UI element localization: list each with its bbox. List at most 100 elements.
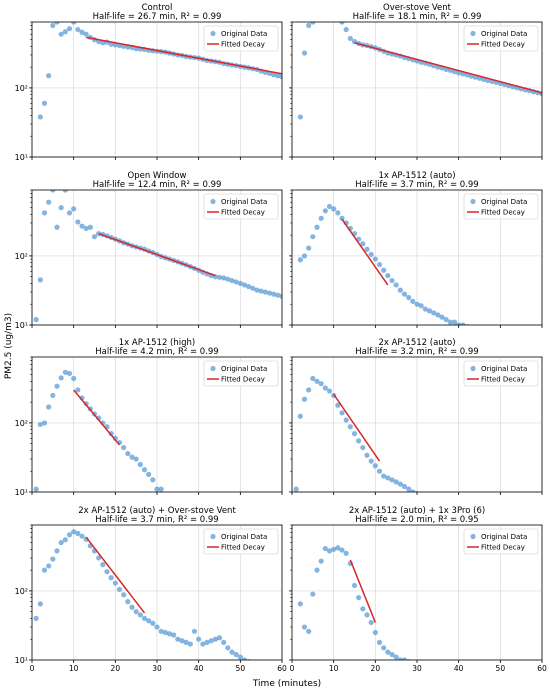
data-point (376, 261, 383, 268)
data-point (150, 620, 156, 626)
data-point (241, 657, 248, 660)
legend-data-label: Original Data (481, 365, 527, 373)
data-point (385, 272, 391, 279)
data-point (258, 288, 264, 294)
data-point (96, 555, 102, 561)
data-point (54, 548, 60, 554)
data-point (343, 26, 349, 33)
data-point (62, 190, 68, 193)
data-point (397, 287, 403, 293)
panel-subtitle: Half-life = 4.2 min, R² = 0.99 (95, 347, 218, 357)
data-point (331, 546, 337, 552)
data-point (414, 301, 420, 307)
legend: Original Data Fitted Decay (463, 528, 539, 555)
data-point (154, 486, 160, 492)
data-point (216, 274, 223, 280)
plot-area (297, 545, 411, 660)
panel-subtitle: Half-life = 26.7 min, R² = 0.99 (93, 12, 222, 22)
y-tick-label: 10² (15, 419, 28, 428)
data-point (229, 277, 235, 284)
data-point (246, 283, 252, 290)
x-tick-label: 20 (371, 664, 381, 673)
data-point (71, 22, 77, 25)
data-point (297, 114, 303, 120)
fitted-decay-line (349, 559, 377, 623)
x-tick-label: 40 (454, 664, 464, 673)
fitted-decay-line (73, 389, 121, 446)
data-point (275, 292, 281, 298)
data-point (301, 50, 308, 56)
data-point (381, 645, 387, 651)
data-point (58, 375, 64, 381)
data-point (133, 456, 139, 462)
data-point (125, 450, 131, 457)
data-point (339, 410, 345, 416)
data-point (368, 251, 374, 258)
legend-box (463, 360, 539, 387)
data-point (50, 392, 56, 399)
legend: Original Data Fitted Decay (203, 25, 279, 52)
panel-title: Control (142, 3, 173, 13)
data-point (66, 26, 73, 32)
data-point (83, 31, 89, 37)
legend-fit-label: Fitted Decay (481, 544, 525, 552)
data-point (410, 489, 416, 492)
data-point (46, 73, 52, 79)
data-point (335, 210, 341, 216)
legend-box (463, 193, 539, 220)
data-point (451, 319, 458, 325)
data-point (158, 486, 164, 492)
data-point (310, 234, 316, 240)
legend: Original Data Fitted Decay (203, 360, 279, 387)
data-point (368, 458, 374, 464)
data-point (339, 22, 345, 25)
panel-subtitle: Half-life = 3.2 min, R² = 0.99 (355, 347, 478, 357)
y-tick-label: 10² (15, 84, 28, 93)
data-point (326, 388, 333, 394)
panel-6: 2x AP-1512 (auto)Half-life = 3.2 min, R²… (289, 338, 543, 495)
data-point (406, 294, 412, 301)
data-point (41, 567, 48, 573)
data-point (275, 73, 281, 79)
y-tick-label: 10² (15, 252, 28, 261)
data-point (62, 29, 68, 35)
data-point (183, 639, 189, 645)
data-point (310, 22, 316, 25)
data-point (33, 316, 39, 323)
data-point (397, 481, 403, 487)
data-point (356, 438, 362, 444)
data-point (66, 370, 73, 377)
data-point (381, 267, 387, 273)
x-tick-label: 20 (111, 664, 121, 673)
data-point (389, 477, 395, 483)
data-point (58, 205, 64, 211)
legend-data-marker (210, 198, 216, 205)
x-tick-label: 60 (277, 664, 287, 673)
y-tick-label: 10¹ (15, 153, 28, 162)
data-point (216, 635, 223, 641)
plot-area (297, 203, 470, 325)
x-tick-label: 40 (194, 664, 204, 673)
x-tick-label: 0 (30, 664, 35, 673)
fitted-decay-line (85, 536, 146, 614)
data-point (422, 306, 428, 312)
data-point (385, 475, 391, 481)
data-point (271, 291, 277, 297)
data-point (343, 417, 349, 423)
data-point (318, 215, 324, 221)
panel-title: Over-stove Vent (383, 3, 452, 13)
data-point (326, 203, 333, 210)
data-point (108, 575, 114, 581)
data-point (79, 223, 85, 229)
panel-title: 2x AP-1512 (auto) (378, 338, 455, 348)
data-point (146, 618, 152, 624)
data-point (279, 74, 282, 80)
panel-subtitle: Half-life = 18.1 min, R² = 0.99 (353, 12, 482, 22)
data-point (393, 282, 399, 288)
data-point (71, 375, 77, 382)
data-point (250, 661, 255, 666)
panel-title: 2x AP-1512 (auto) + Over-stove Vent (78, 506, 236, 516)
data-point (241, 282, 248, 288)
data-point (447, 319, 453, 325)
data-point (279, 293, 282, 299)
